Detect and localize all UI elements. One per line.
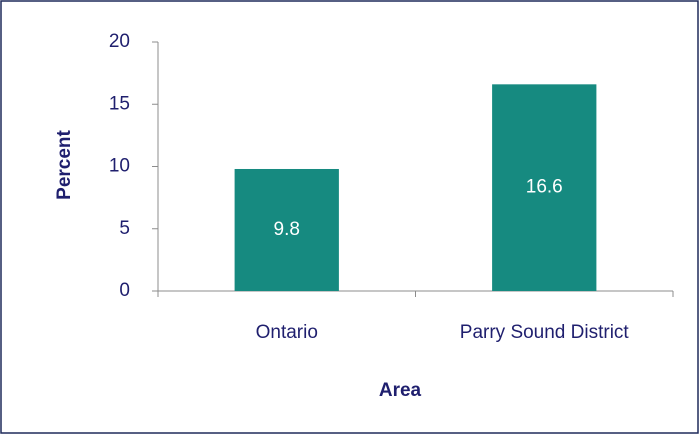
y-axis-title: Percent (54, 129, 75, 199)
y-tick-label: 20 (109, 31, 130, 52)
y-tick-label: 5 (119, 218, 130, 239)
y-tick-label: 0 (119, 280, 130, 301)
data-label: 16.6 (526, 177, 563, 198)
x-tick-label: Parry Sound District (460, 322, 630, 343)
x-tick-label: Ontario (256, 322, 318, 343)
y-tick-label: 15 (109, 93, 130, 114)
data-label: 9.8 (274, 219, 300, 240)
bar (234, 168, 339, 291)
x-axis-title: Area (379, 380, 422, 401)
y-tick-label: 10 (109, 156, 130, 177)
bar (492, 84, 597, 291)
